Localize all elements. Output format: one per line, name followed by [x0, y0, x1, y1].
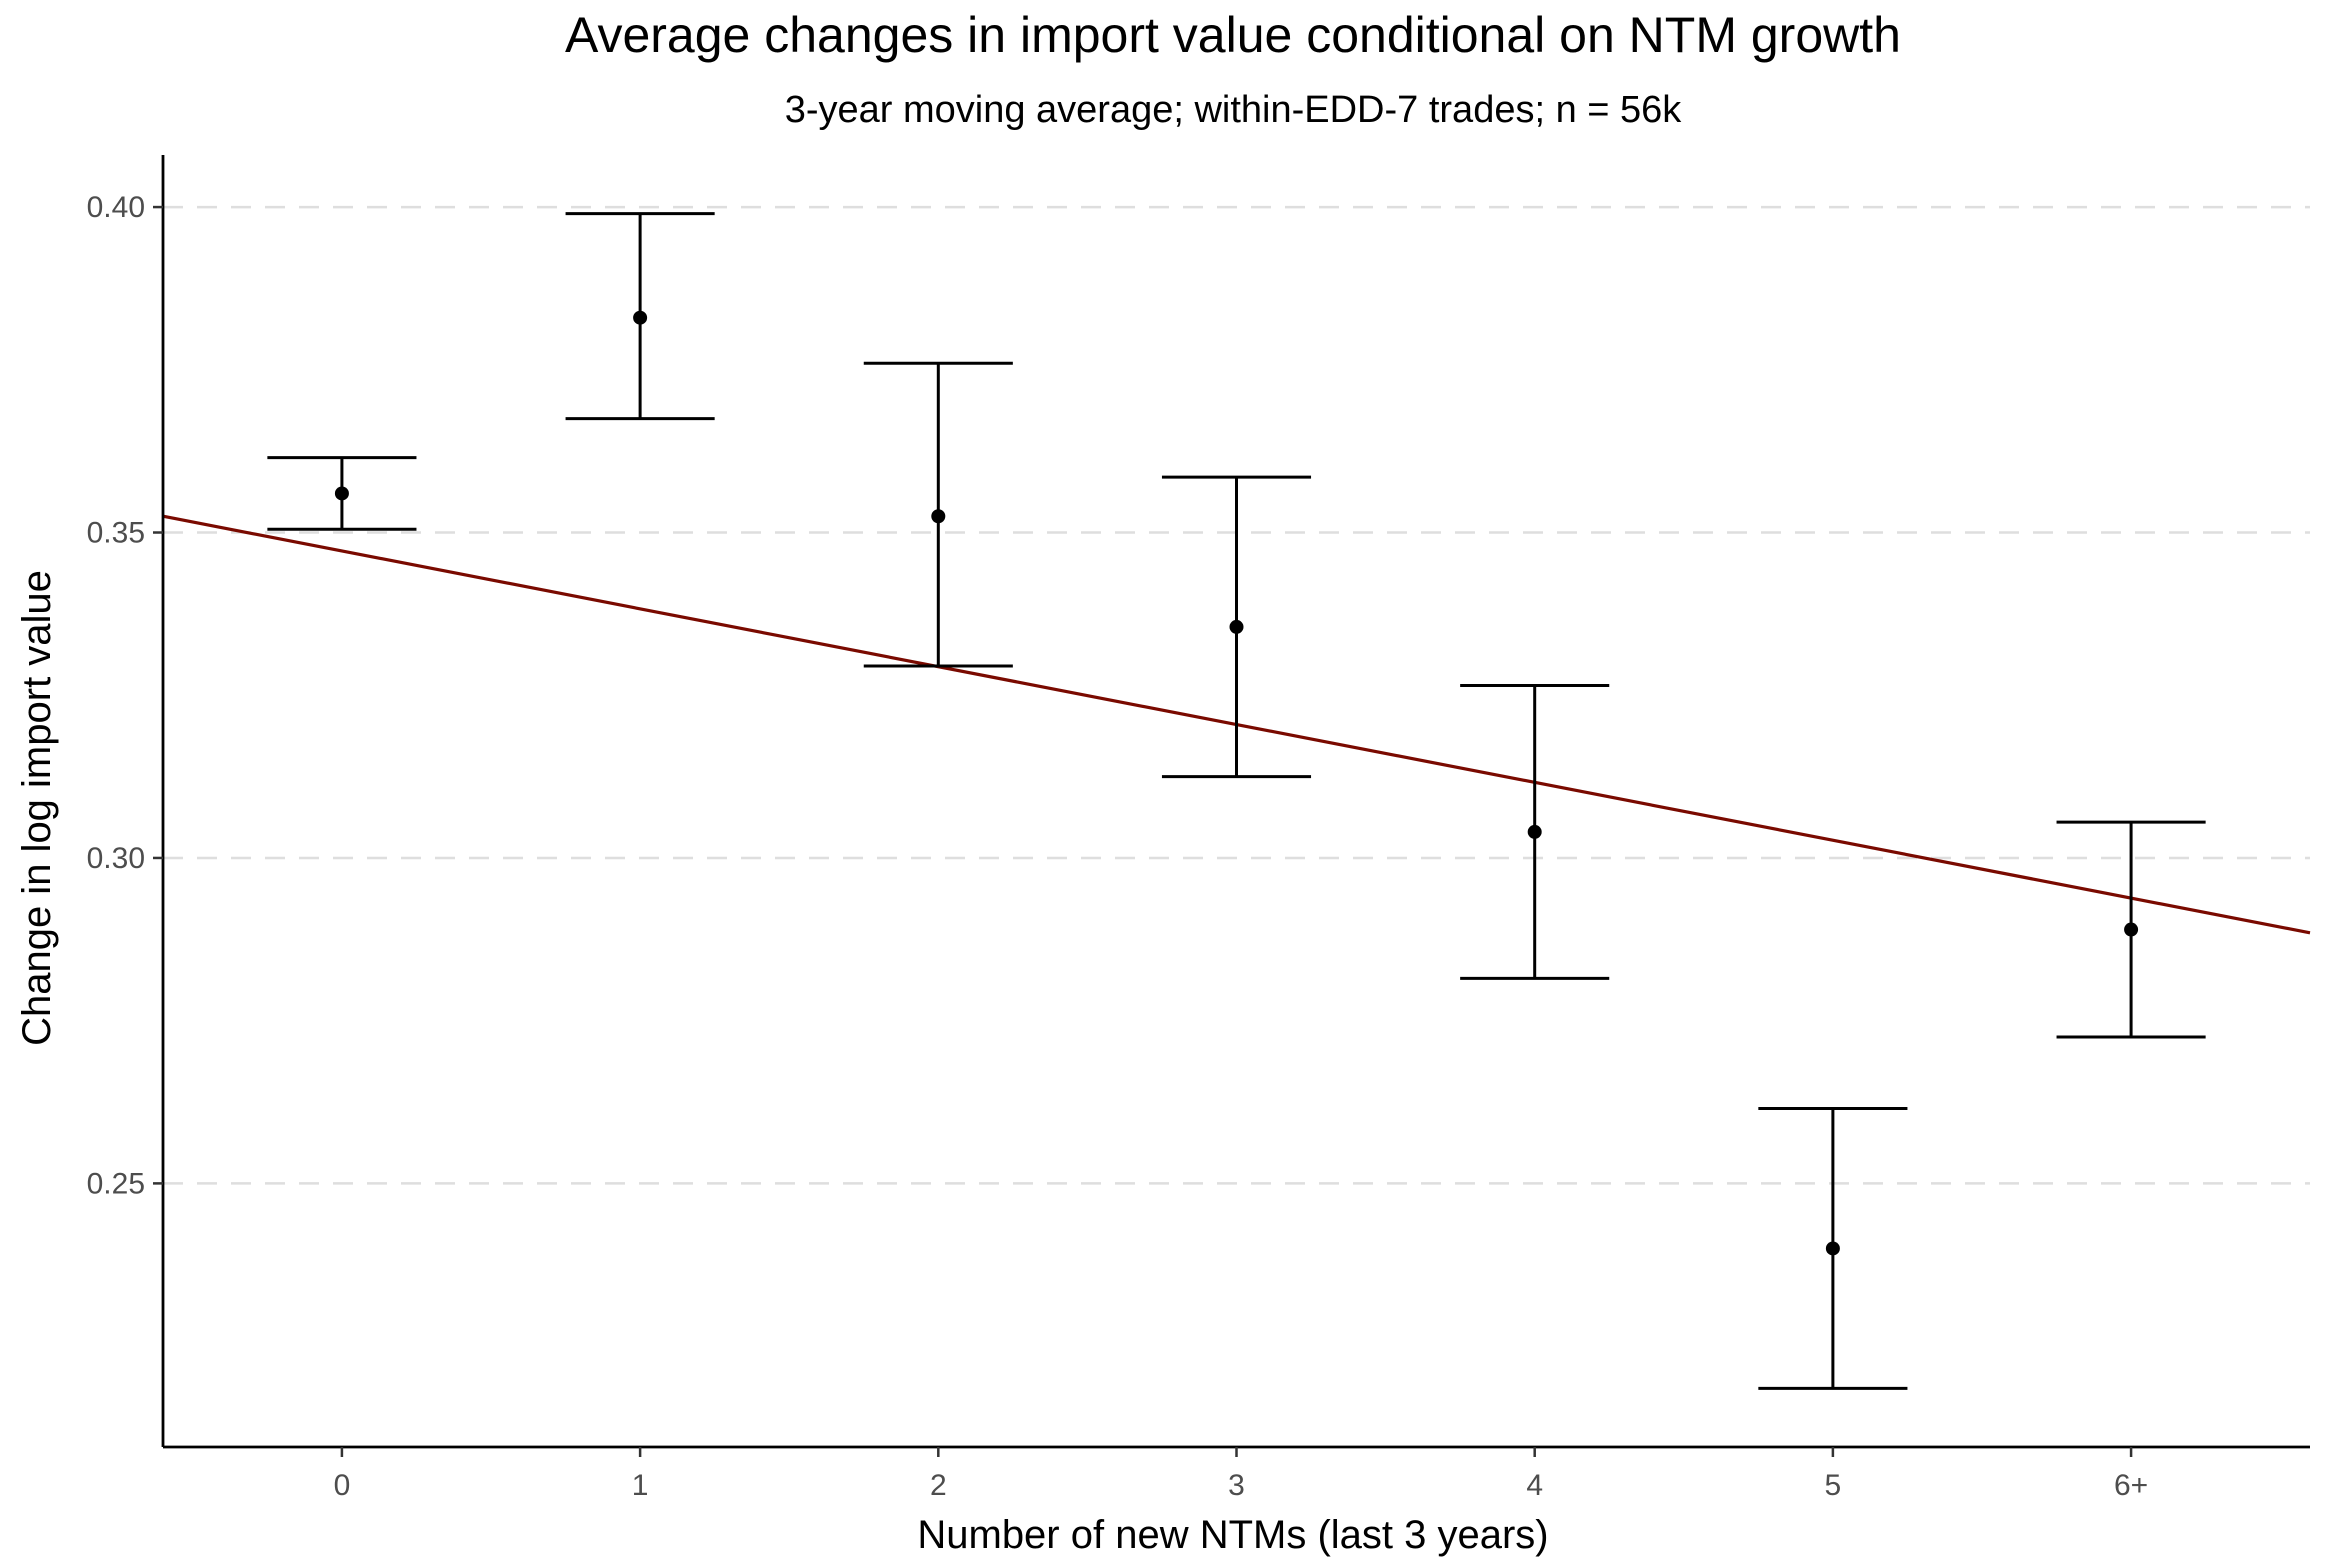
y-tick-label-2: 0.35 — [87, 517, 145, 550]
chart-subtitle: 3-year moving average; within-EDD-7 trad… — [785, 89, 1683, 131]
x-tick-label-1: 1 — [632, 1469, 649, 1502]
x-tick-label-4: 4 — [1526, 1469, 1543, 1502]
x-tick-label-0: 0 — [334, 1469, 351, 1502]
data-point-1 — [633, 310, 648, 325]
y-ticks: 0.25 0.30 0.35 0.40 — [87, 191, 163, 1200]
data-points — [334, 310, 2139, 1256]
y-axis-title: Change in log import value — [15, 570, 59, 1046]
x-tick-label-2: 2 — [930, 1469, 947, 1502]
y-tick-label-3: 0.40 — [87, 191, 145, 224]
data-point-5 — [1825, 1241, 1840, 1256]
x-ticks: 0 1 2 3 4 5 6+ — [334, 1447, 2148, 1502]
x-tick-label-6: 6+ — [2114, 1469, 2148, 1502]
axes — [161, 155, 2310, 1449]
data-point-0 — [334, 486, 349, 501]
x-axis-title: Number of new NTMs (last 3 years) — [917, 1513, 1548, 1557]
x-tick-label-5: 5 — [1825, 1469, 1842, 1502]
data-point-4 — [1527, 824, 1542, 839]
data-point-3 — [1229, 619, 1244, 634]
error-bars — [267, 212, 2206, 1390]
x-tick-label-3: 3 — [1228, 1469, 1245, 1502]
y-tick-label-1: 0.30 — [87, 842, 145, 875]
data-point-6 — [2124, 922, 2139, 937]
data-point-2 — [931, 509, 946, 524]
chart-title: Average changes in import value conditio… — [565, 7, 1901, 63]
y-tick-label-0: 0.25 — [87, 1167, 145, 1200]
